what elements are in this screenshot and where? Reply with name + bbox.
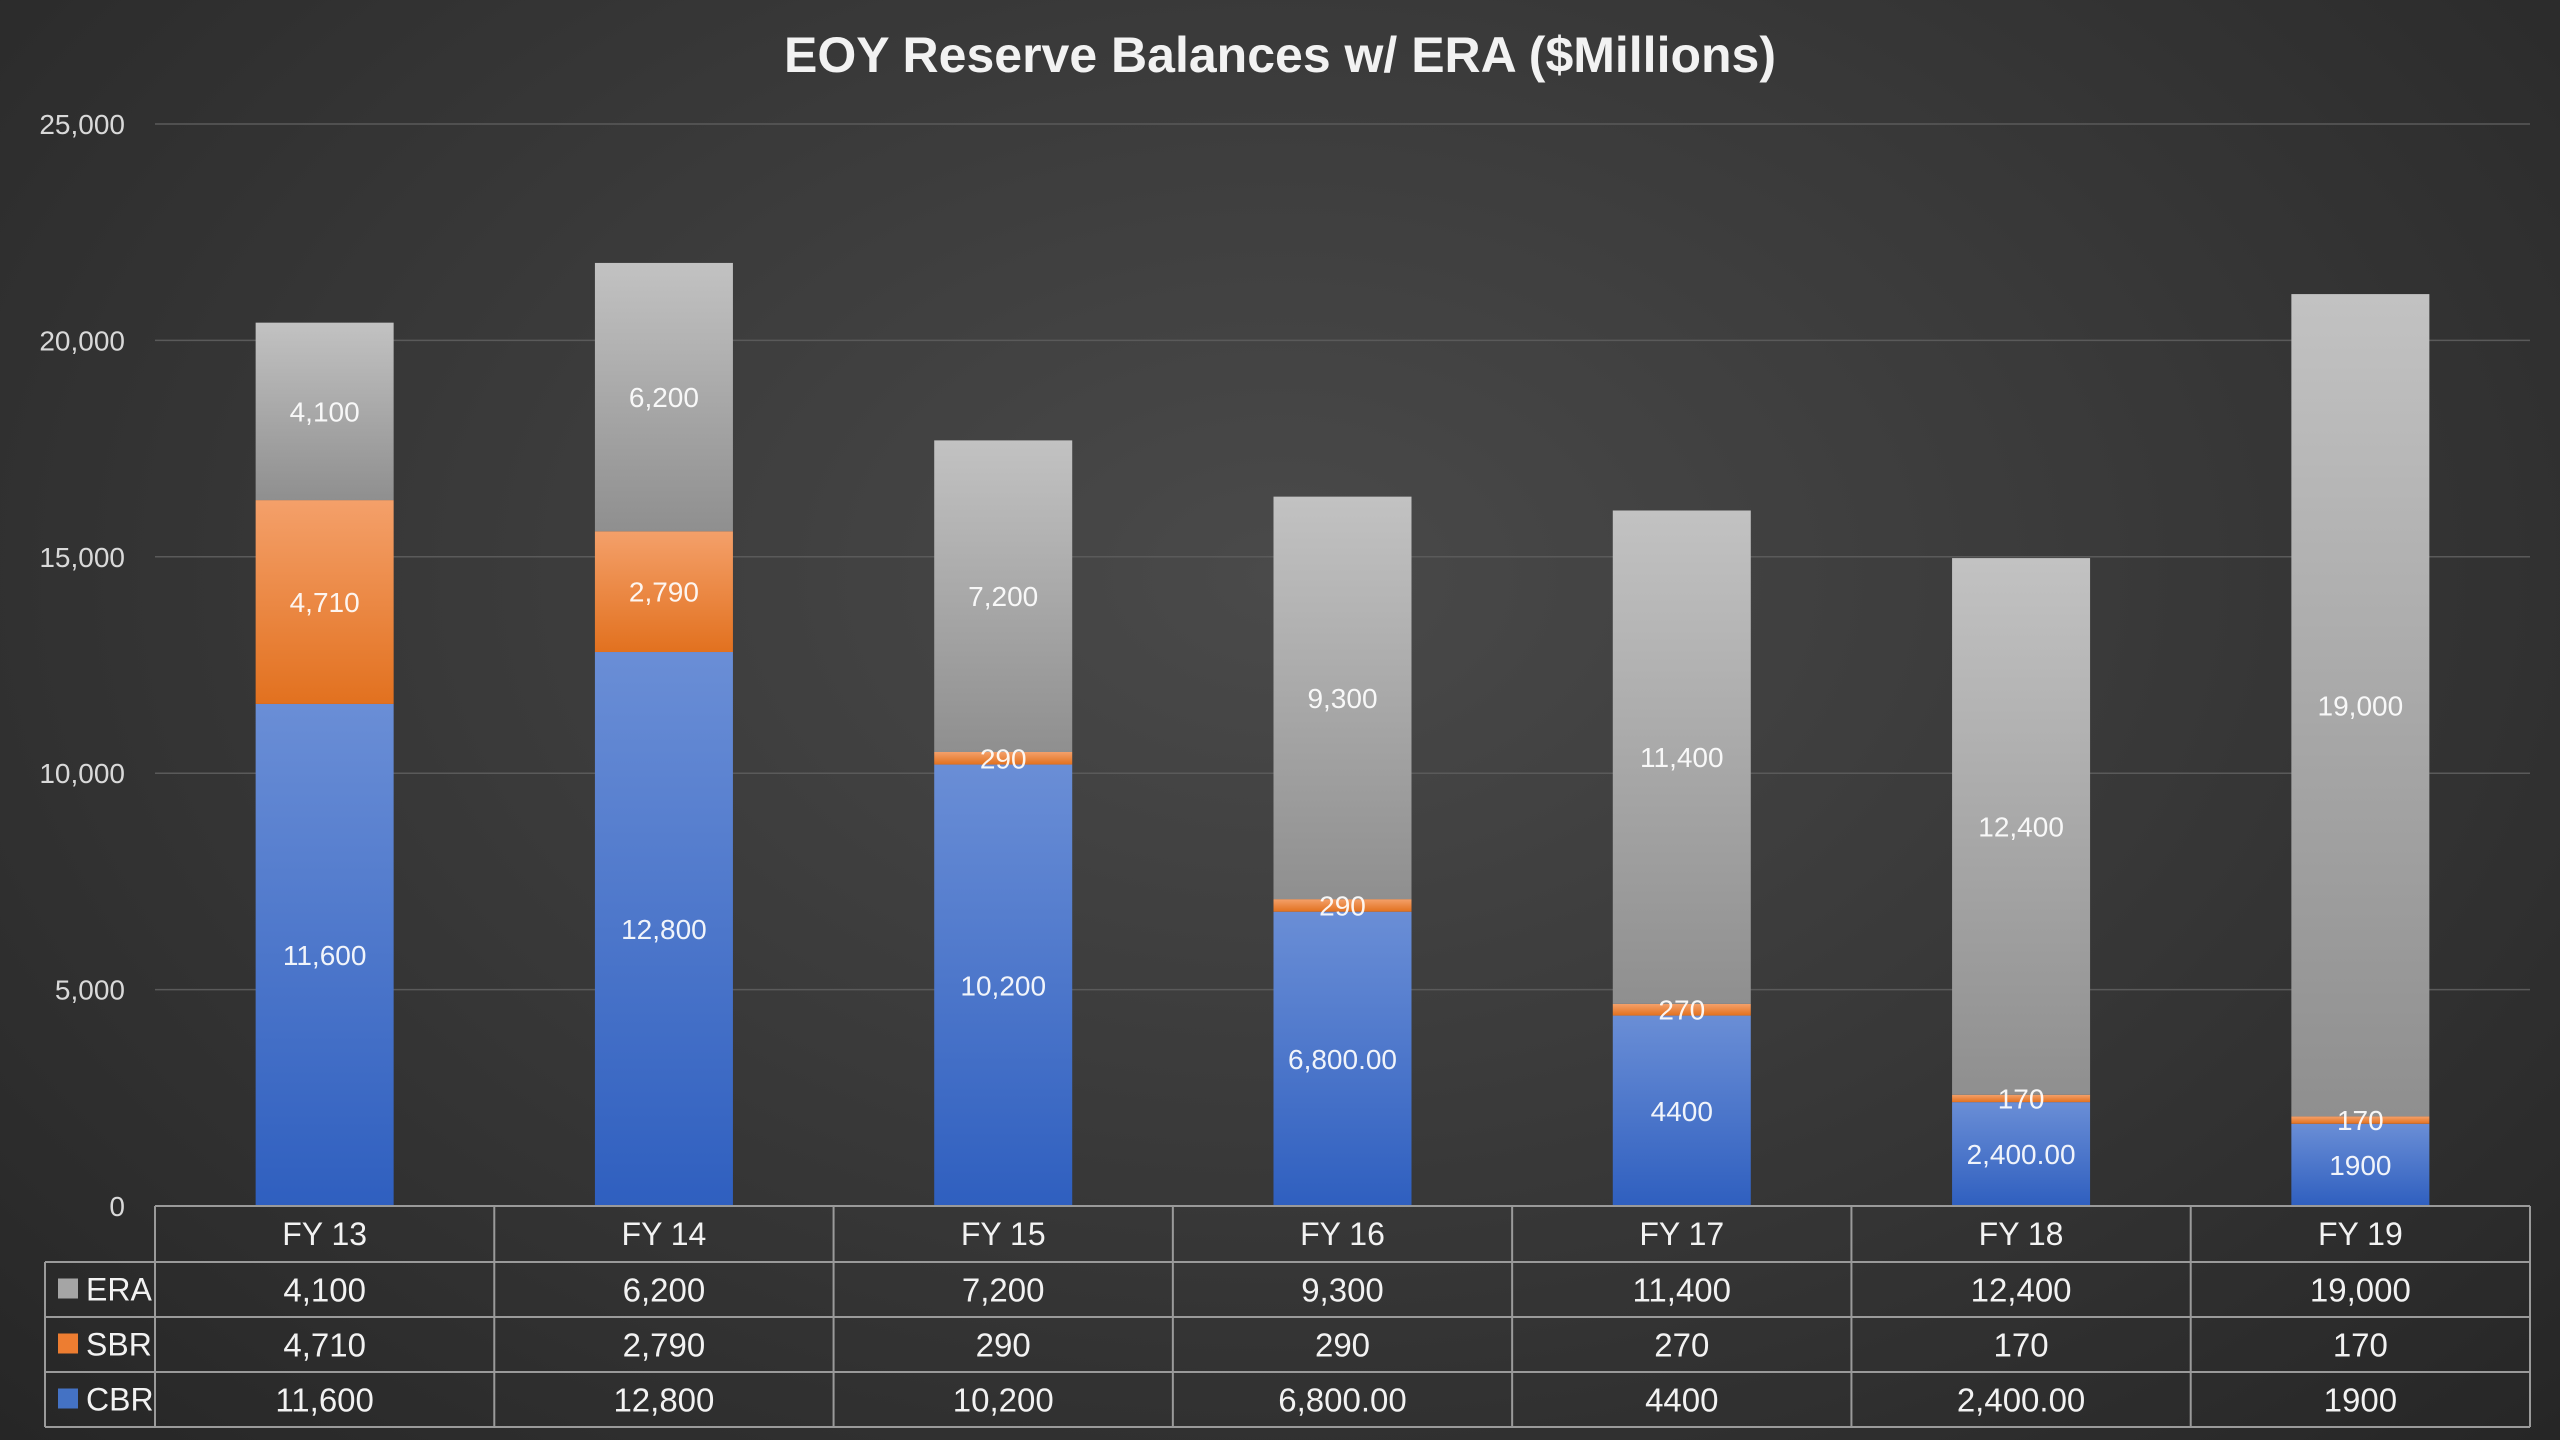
- table-cell-cbr: 10,200: [953, 1382, 1054, 1419]
- legend-label-cbr: CBR: [86, 1382, 154, 1418]
- data-label-cbr: 1900: [2329, 1150, 2391, 1181]
- bar-era-fy-15: [934, 440, 1073, 752]
- table-cell-sbr: 290: [1315, 1327, 1370, 1364]
- data-label-cbr: 2,400.00: [1967, 1139, 2076, 1170]
- bar-cbr-fy-17: [1612, 1015, 1751, 1206]
- bar-cbr-fy-14: [594, 652, 733, 1206]
- data-label-era: 6,200: [629, 382, 699, 413]
- category-label: FY 19: [2318, 1216, 2403, 1252]
- legend-key-era: [58, 1278, 78, 1299]
- bar-era-fy-17: [1612, 510, 1751, 1004]
- y-axis: 0 5,000 10,000 15,000 20,000 25,000: [39, 109, 125, 1222]
- data-label-sbr: 4,710: [290, 587, 360, 618]
- y-tick-label: 5,000: [55, 975, 125, 1006]
- bar-era-fy-19: [2291, 294, 2430, 1117]
- bar-cbr-fy-19: [2291, 1123, 2430, 1206]
- table-cell-cbr: 6,800.00: [1278, 1382, 1406, 1419]
- data-label-sbr: 290: [1319, 890, 1366, 921]
- legend-label-era: ERA: [86, 1272, 152, 1308]
- table-cell-cbr: 2,400.00: [1957, 1382, 2085, 1419]
- category-label: FY 18: [1979, 1216, 2064, 1252]
- data-labels: 11,600 4,710 4,100 12,800 2,790 6,200 10,200 29…: [283, 382, 2403, 1181]
- category-label: FY 17: [1639, 1216, 1724, 1252]
- table-cell-cbr: 12,800: [613, 1382, 714, 1419]
- legend-label-sbr: SBR: [86, 1327, 152, 1363]
- bar-era-fy-18: [1952, 558, 2091, 1095]
- bar-era-fy-16: [1273, 496, 1412, 900]
- data-label-sbr: 270: [1658, 995, 1705, 1026]
- bar-cbr-fy-13: [255, 703, 394, 1206]
- data-table: FY 13 FY 14 FY 15 FY 16 FY 17 FY 18 FY 19 ERA 4,…: [44, 1205, 2531, 1428]
- data-label-sbr: 170: [1998, 1083, 2045, 1114]
- bar-cbr-fy-16: [1273, 911, 1412, 1206]
- legend-key-sbr: [58, 1333, 78, 1354]
- bar-sbr-fy-16: [1273, 899, 1412, 912]
- table-cell-cbr: 1900: [2324, 1382, 2397, 1419]
- data-label-era: 4,100: [290, 396, 360, 427]
- data-label-era: 19,000: [2318, 690, 2404, 721]
- data-label-era: 7,200: [968, 581, 1038, 612]
- bar-era-fy-14: [594, 262, 733, 532]
- data-label-cbr: 11,600: [283, 940, 367, 971]
- bar-cbr-fy-18: [1952, 1102, 2091, 1206]
- legend-key-cbr: [58, 1388, 78, 1409]
- y-tick-label: 25,000: [39, 109, 125, 140]
- bar-sbr-fy-18: [1952, 1094, 2091, 1103]
- y-tick-label: 15,000: [39, 542, 125, 573]
- table-cell-sbr: 170: [2333, 1327, 2388, 1364]
- table-cell-era: 12,400: [1971, 1272, 2072, 1309]
- category-label: FY 13: [282, 1216, 367, 1252]
- bar-sbr-fy-19: [2291, 1116, 2430, 1124]
- table-cell-era: 4,100: [283, 1272, 366, 1309]
- data-label-cbr: 4400: [1651, 1096, 1713, 1127]
- data-label-sbr: 2,790: [629, 577, 699, 608]
- bars: [255, 262, 2430, 1206]
- category-label: FY 15: [961, 1216, 1046, 1252]
- y-tick-label: 0: [109, 1191, 125, 1222]
- data-label-era: 11,400: [1640, 742, 1724, 773]
- data-label-sbr: 290: [980, 743, 1027, 774]
- table-cell-sbr: 4,710: [283, 1327, 366, 1364]
- data-label-cbr: 6,800.00: [1288, 1044, 1397, 1075]
- data-label-era: 9,300: [1307, 683, 1377, 714]
- table-cell-sbr: 290: [976, 1327, 1031, 1364]
- bar-cbr-fy-15: [934, 764, 1073, 1206]
- bar-sbr-fy-13: [255, 500, 394, 704]
- data-label-sbr: 170: [2337, 1105, 2384, 1136]
- bar-era-fy-13: [255, 322, 394, 501]
- data-label-era: 12,400: [1978, 811, 2064, 842]
- table-cell-cbr: 11,600: [275, 1382, 373, 1419]
- bar-sbr-fy-17: [1612, 1003, 1751, 1016]
- y-tick-label: 20,000: [39, 325, 125, 356]
- table-cell-cbr: 4400: [1645, 1382, 1718, 1419]
- table-cell-era: 7,200: [962, 1272, 1045, 1309]
- data-label-cbr: 12,800: [621, 914, 707, 945]
- table-cell-era: 19,000: [2310, 1272, 2411, 1309]
- table-cell-era: 11,400: [1633, 1272, 1731, 1309]
- table-cell-sbr: 270: [1654, 1327, 1709, 1364]
- table-cell-sbr: 2,790: [623, 1327, 706, 1364]
- bar-sbr-fy-15: [934, 751, 1073, 765]
- category-label: FY 16: [1300, 1216, 1385, 1252]
- chart-title: EOY Reserve Balances w/ ERA ($Millions): [784, 27, 1776, 83]
- data-label-cbr: 10,200: [960, 970, 1046, 1001]
- y-tick-label: 10,000: [39, 758, 125, 789]
- table-cell-era: 6,200: [623, 1272, 706, 1309]
- bar-sbr-fy-14: [594, 531, 733, 653]
- table-cell-sbr: 170: [1994, 1327, 2049, 1364]
- table-cell-era: 9,300: [1301, 1272, 1384, 1309]
- category-label: FY 14: [622, 1216, 707, 1252]
